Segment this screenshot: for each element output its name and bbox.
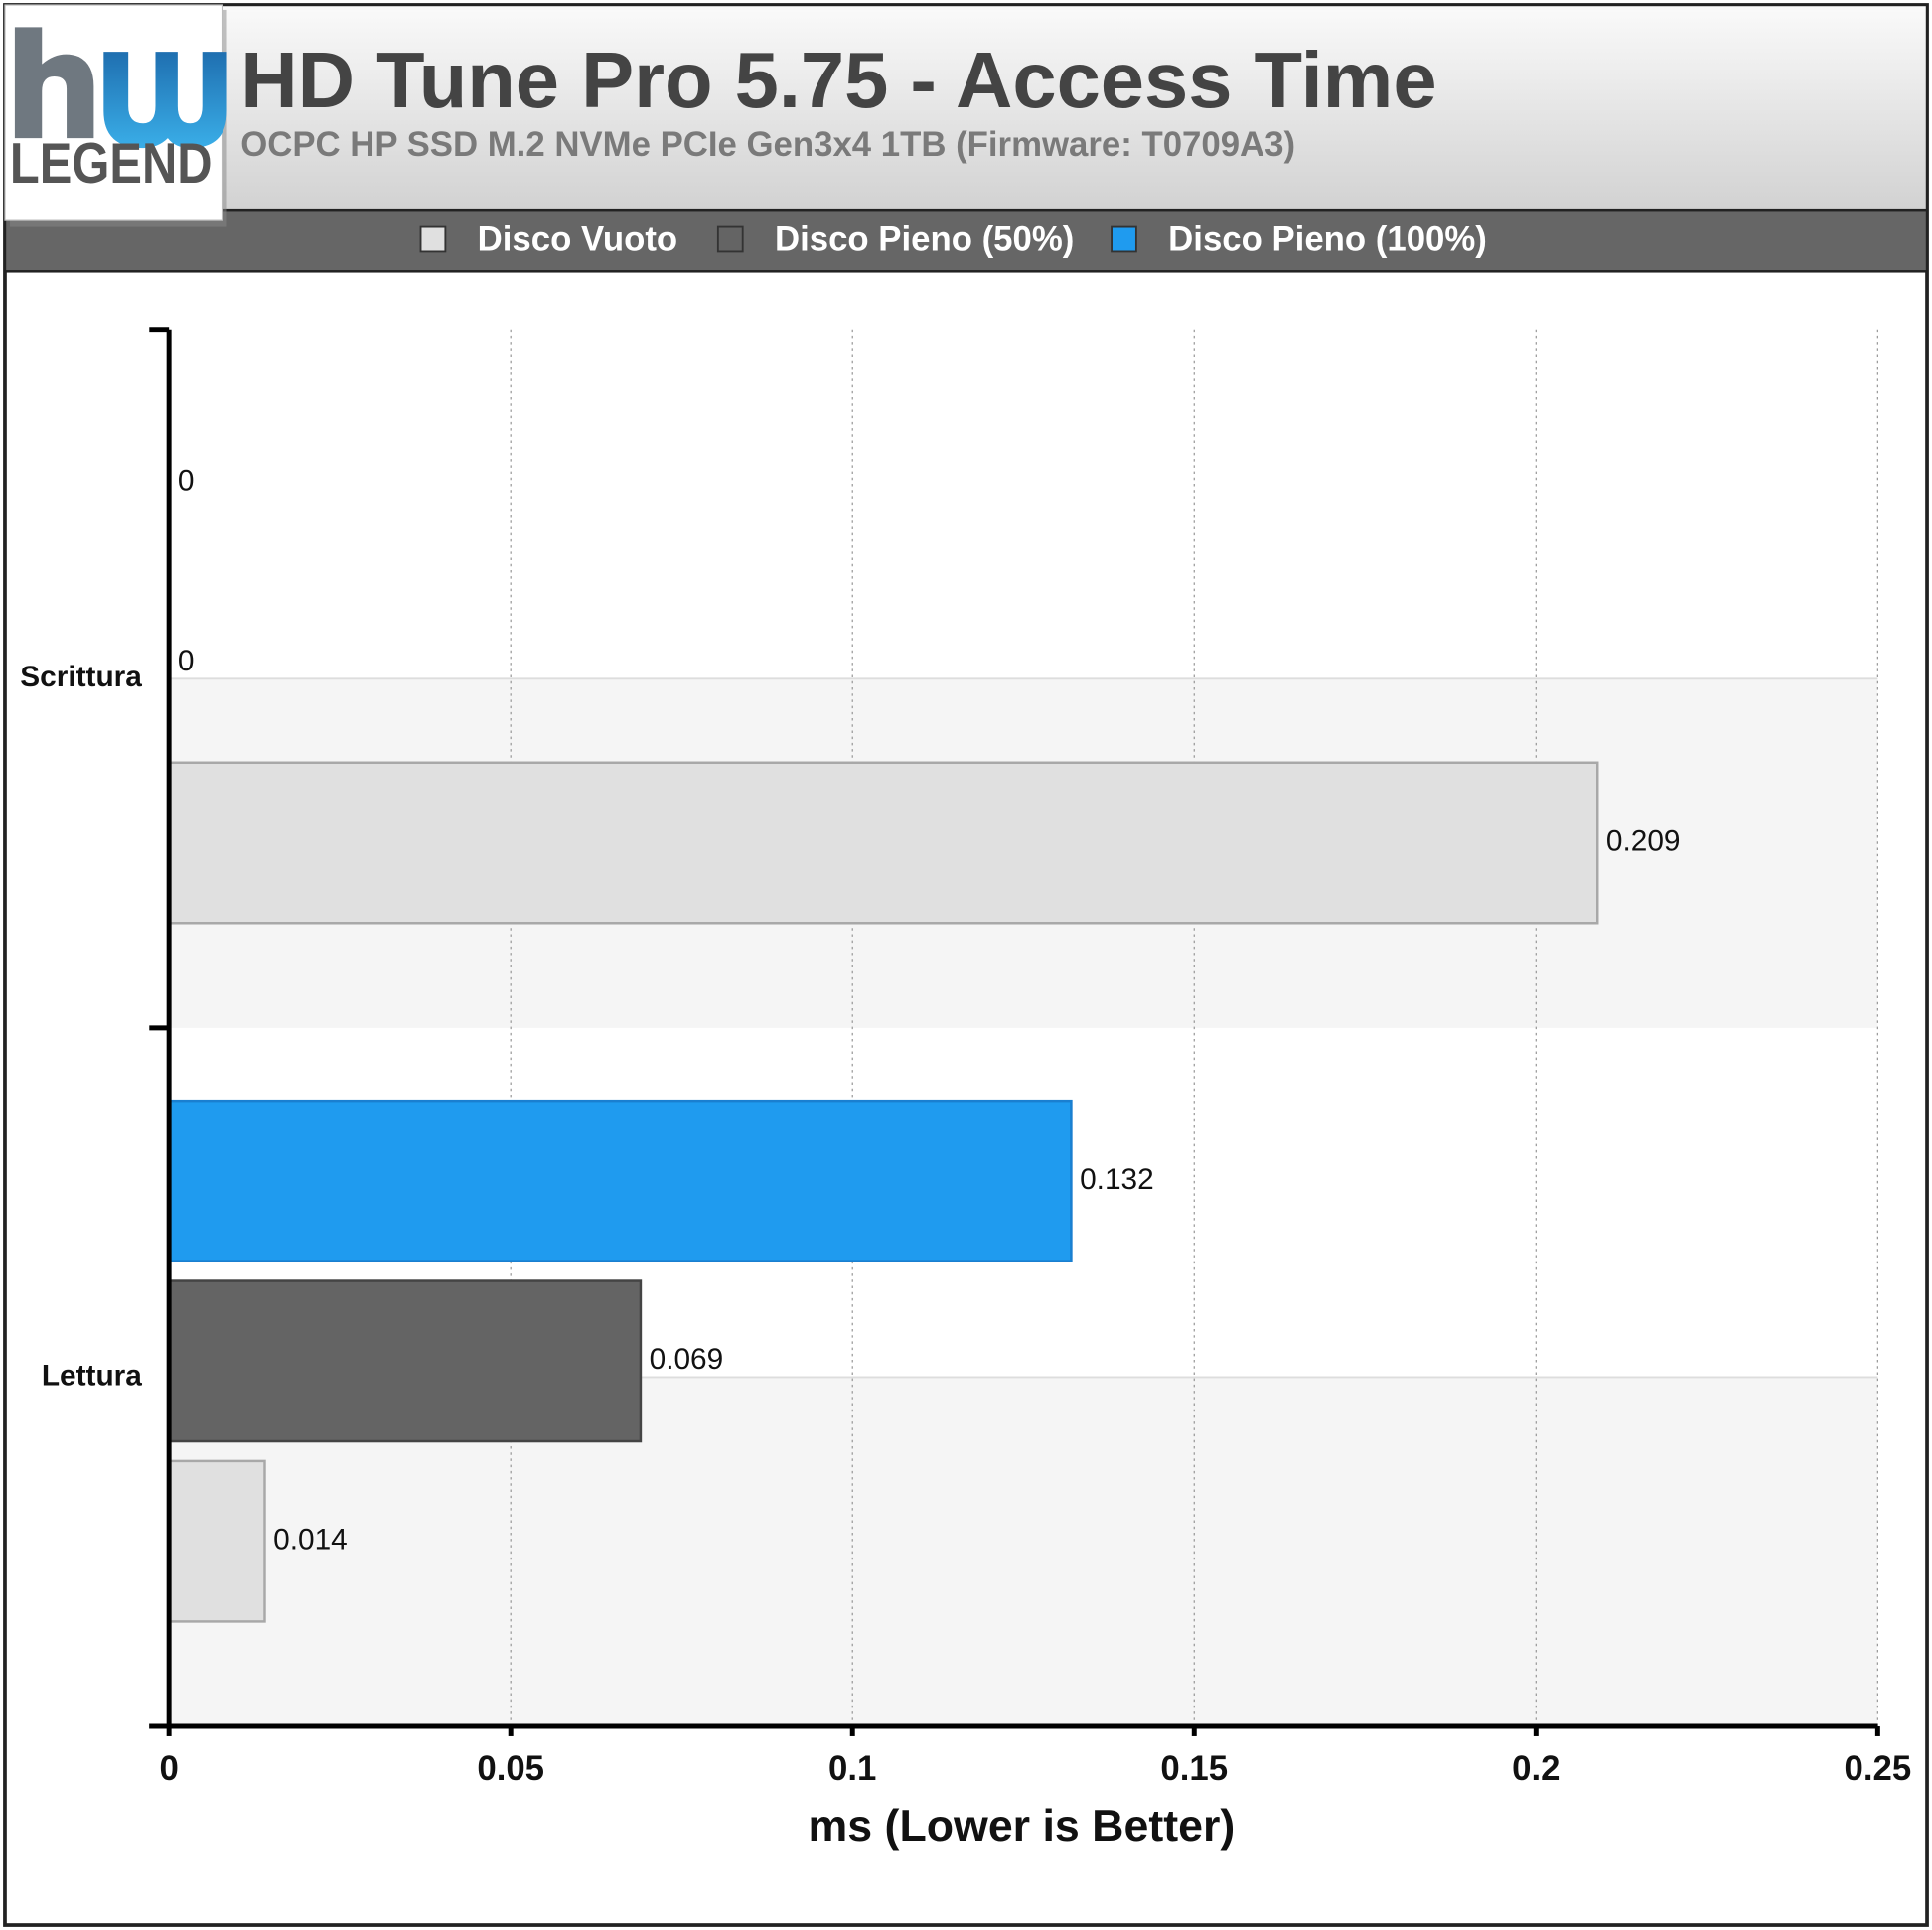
x-tick-label: 0.25 [1845, 1750, 1912, 1788]
y-tick-label: Lettura [42, 1359, 142, 1392]
x-tick-label: 0 [159, 1750, 178, 1788]
value-label: 0 [178, 645, 195, 677]
y-tick-label: Scrittura [20, 661, 142, 693]
bar [167, 761, 1599, 925]
value-label: 0.069 [650, 1343, 724, 1376]
logo-h [14, 27, 94, 139]
logo-text: LEGEND [10, 132, 213, 196]
chart-subtitle: OCPC HP SSD M.2 NVMe PCIe Gen3x4 1TB (Fi… [240, 126, 1295, 164]
value-label: 0.209 [1606, 824, 1681, 857]
x-axis-title: ms (Lower is Better) [809, 1802, 1236, 1851]
value-label: 0 [178, 465, 195, 498]
x-tick-label: 0.15 [1160, 1750, 1228, 1788]
value-label: 0.014 [273, 1524, 348, 1557]
legend-bar [3, 208, 1929, 273]
legend-swatch [1111, 225, 1137, 253]
legend-swatch [716, 225, 744, 253]
legend-label: Disco Vuoto [478, 222, 677, 259]
x-tick-label: 0.2 [1512, 1750, 1560, 1788]
header [3, 3, 1929, 212]
logo-w [103, 52, 227, 149]
chart-title: HD Tune Pro 5.75 - Access Time [240, 36, 1436, 124]
bar [167, 1279, 643, 1443]
x-tick-label: 0.1 [828, 1750, 876, 1788]
legend-label: Disco Pieno (100%) [1168, 222, 1487, 259]
value-label: 0.132 [1080, 1163, 1154, 1196]
legend-label: Disco Pieno (50%) [775, 222, 1074, 259]
bar [167, 1099, 1073, 1262]
bar [167, 1459, 266, 1623]
legend-swatch [419, 225, 447, 253]
x-tick-label: 0.05 [477, 1750, 544, 1788]
